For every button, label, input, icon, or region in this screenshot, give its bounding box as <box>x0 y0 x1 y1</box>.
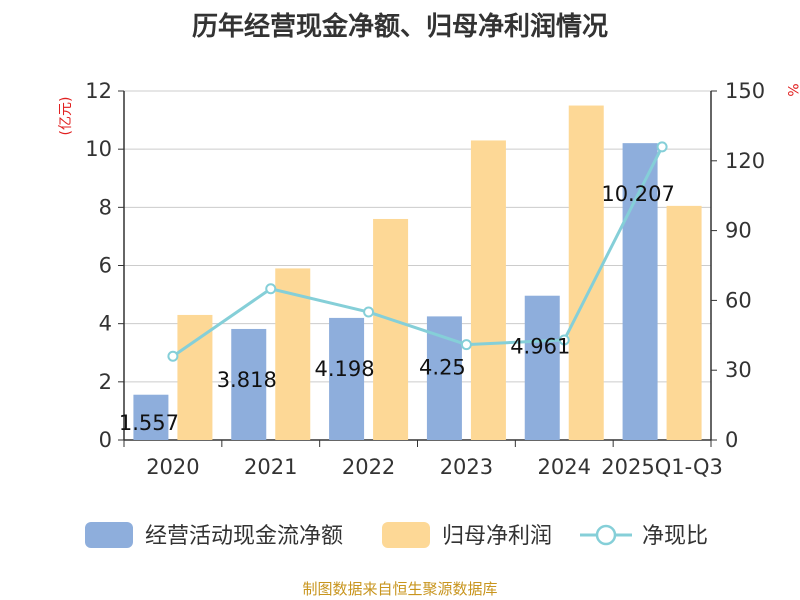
left-tick-label: 2 <box>99 370 112 394</box>
right-tick-label: 120 <box>725 149 765 173</box>
bar-operating-cash-flow <box>231 328 267 440</box>
x-tick-label: 2024 <box>538 455 591 479</box>
cash-ratio-point <box>460 339 472 351</box>
data-label-operating-cash-flow: 3.818 <box>217 368 277 392</box>
left-tick-label: 10 <box>85 137 112 161</box>
bar-net-profit <box>177 314 213 440</box>
left-tick-label: 4 <box>99 312 112 336</box>
left-axis-unit: (亿元) <box>58 97 74 136</box>
cash-ratio-point <box>167 350 179 362</box>
left-tick-label: 12 <box>85 79 112 103</box>
right-tick-label: 60 <box>725 288 752 312</box>
legend-swatch-operating-cash-flow <box>85 522 133 548</box>
right-tick-label: 30 <box>725 358 752 382</box>
right-tick-label: 90 <box>725 219 752 243</box>
right-tick-label: 150 <box>725 79 765 103</box>
bar-operating-cash-flow <box>329 317 365 440</box>
bar-operating-cash-flow <box>133 394 169 440</box>
x-tick-label: 2020 <box>146 455 199 479</box>
chart-title: 历年经营现金净额、归母净利润情况 <box>191 12 608 42</box>
right-axis-unit: % <box>784 83 800 96</box>
data-label-operating-cash-flow: 4.25 <box>419 355 466 379</box>
data-label-operating-cash-flow: 1.557 <box>119 411 179 435</box>
left-tick-label: 0 <box>99 428 112 452</box>
data-label-operating-cash-flow: 4.961 <box>510 335 570 359</box>
bar-net-profit <box>470 140 506 441</box>
left-tick-label: 6 <box>99 254 112 278</box>
cash-ratio-point <box>558 334 570 346</box>
x-tick-label: 2022 <box>342 455 395 479</box>
legend-label-cash-ratio: 净现比 <box>642 524 708 549</box>
legend-swatch-net-profit <box>382 522 430 548</box>
right-tick-label: 0 <box>725 428 738 452</box>
x-tick-label: 2025Q1-Q3 <box>601 455 723 479</box>
legend-label-operating-cash-flow: 经营活动现金流净额 <box>145 524 343 549</box>
legend-label-net-profit: 归母净利润 <box>442 524 552 549</box>
bar-operating-cash-flow <box>524 295 560 440</box>
data-label-operating-cash-flow: 4.198 <box>315 357 375 381</box>
x-tick-label: 2023 <box>440 455 493 479</box>
legend-swatch-cash-ratio-marker <box>595 524 617 546</box>
cash-ratio-line <box>172 146 664 358</box>
source-note: 制图数据来自恒生聚源数据库 <box>302 580 498 598</box>
x-tick-label: 2021 <box>244 455 297 479</box>
bar-net-profit <box>666 205 702 440</box>
cash-ratio-point <box>363 306 375 318</box>
data-label-operating-cash-flow: 10.207 <box>601 182 674 206</box>
cash-ratio-point <box>656 141 668 153</box>
bar-net-profit <box>373 218 409 440</box>
cash-ratio-point <box>265 283 277 295</box>
left-tick-label: 8 <box>99 195 112 219</box>
